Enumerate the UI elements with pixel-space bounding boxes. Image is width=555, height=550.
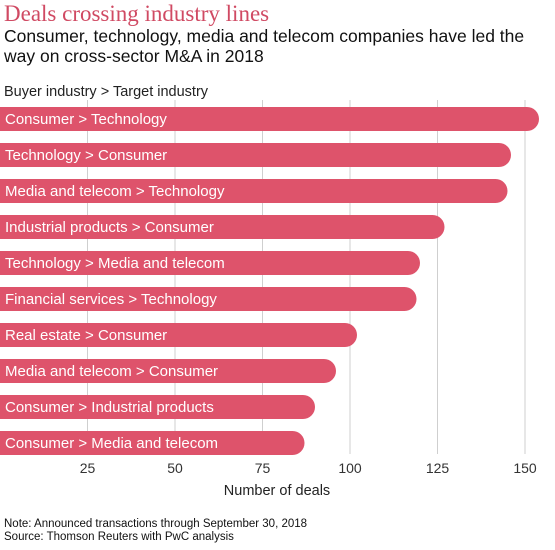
bar-label-3: Media and telecom > Technology — [5, 183, 225, 200]
bar-label-9: Consumer > Industrial products — [5, 399, 214, 416]
bar-9 — [0, 395, 315, 419]
bar-label-5: Technology > Media and telecom — [5, 255, 225, 272]
x-tick-label-50: 50 — [167, 460, 183, 476]
x-tick-label-125: 125 — [426, 460, 450, 476]
bar-label-6: Financial services > Technology — [5, 291, 217, 308]
note-text: Note: Announced transactions through Sep… — [4, 518, 308, 530]
bar-1 — [0, 107, 539, 131]
bar-label-7: Real estate > Consumer — [5, 327, 167, 344]
bar-label-10: Consumer > Media and telecom — [5, 435, 218, 452]
chart-title: Deals crossing industry lines — [4, 1, 270, 26]
bar-chart: Consumer > Technology Technology > Consum… — [0, 100, 539, 499]
bar-2 — [0, 143, 511, 167]
bar-6 — [0, 287, 417, 311]
bar-4 — [0, 215, 445, 239]
x-axis-title: Number of deals — [224, 483, 330, 499]
bar-label-2: Technology > Consumer — [5, 147, 167, 164]
bar-5 — [0, 251, 420, 275]
bars: Consumer > Technology Technology > Consum… — [0, 107, 539, 455]
x-tick-label-25: 25 — [80, 460, 96, 476]
x-tick-label-150: 150 — [513, 460, 537, 476]
bar-label-4: Industrial products > Consumer — [5, 219, 214, 236]
bar-8 — [0, 359, 336, 383]
bar-10 — [0, 431, 305, 455]
bar-7 — [0, 323, 357, 347]
chart-subtitle: Consumer, technology, media and telecom … — [4, 26, 525, 66]
footnotes: Note: Announced transactions through Sep… — [4, 518, 307, 544]
x-axis-ticks: 25 50 75 100 125 150 — [80, 460, 537, 476]
category-axis-caption: Buyer industry > Target industry — [4, 84, 209, 100]
source-text: Source: Thomson Reuters with PwC analysi… — [4, 531, 234, 543]
x-tick-label-100: 100 — [338, 460, 362, 476]
bar-3 — [0, 179, 508, 203]
bar-label-1: Consumer > Technology — [5, 111, 167, 128]
bar-label-8: Media and telecom > Consumer — [5, 363, 218, 380]
x-tick-label-75: 75 — [255, 460, 271, 476]
